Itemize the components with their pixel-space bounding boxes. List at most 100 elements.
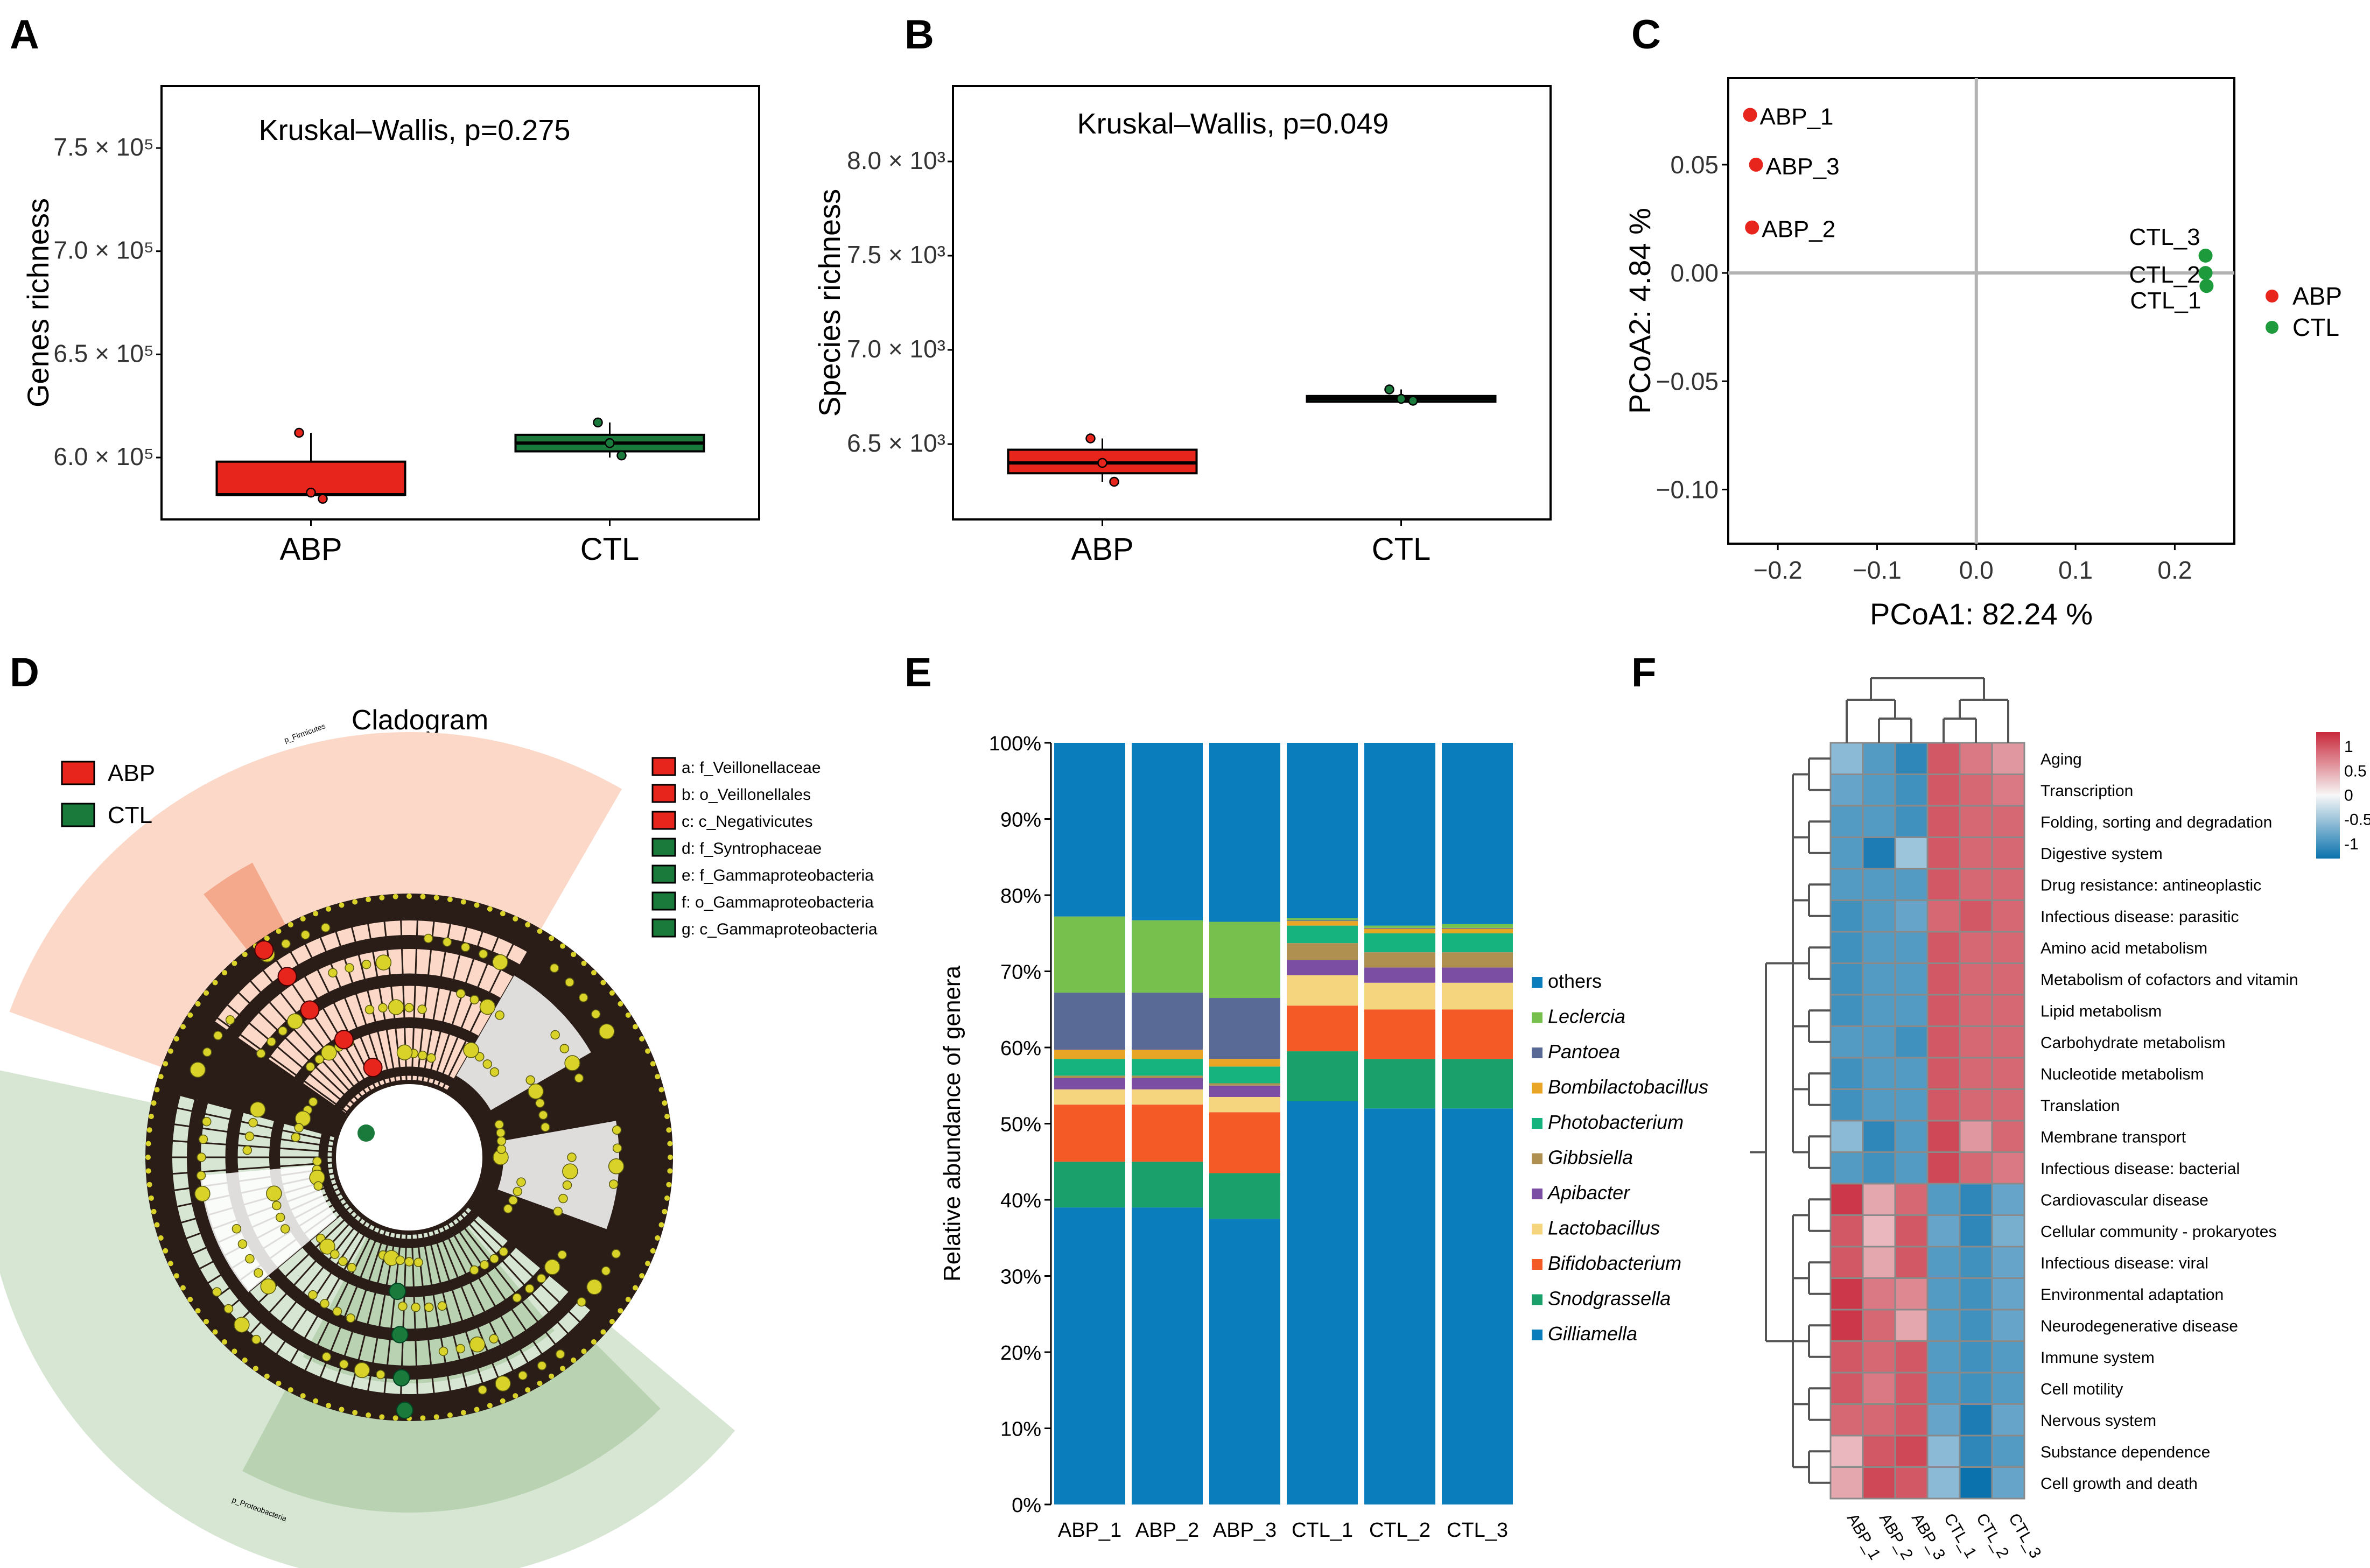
row-label: Transcription (2041, 782, 2133, 800)
leaf-node (618, 1001, 623, 1007)
heatmap-cell (1926, 1120, 1961, 1153)
heatmap-cell (1862, 962, 1896, 996)
heatmap-cell (1959, 1435, 1993, 1468)
leaf-node (148, 1114, 154, 1120)
row-label: Cell motility (2041, 1380, 2123, 1398)
heatmap-cell (1991, 805, 2025, 838)
tree-node (202, 1116, 212, 1127)
tree-node (535, 1098, 545, 1108)
heatmap-cell (1959, 805, 1993, 838)
tree-node (567, 1152, 577, 1162)
tree-node (591, 1009, 601, 1019)
bar-segment-lactobacillus (1054, 1089, 1125, 1105)
leaf-node (300, 916, 306, 922)
heatmap-cell (1959, 1088, 1993, 1122)
x-tick-label: ABP (279, 532, 342, 567)
tree-node (330, 1249, 340, 1259)
heatmap-cell (1991, 1025, 2025, 1059)
leaf-node (537, 1381, 543, 1387)
heatmap-cell (1991, 1372, 2025, 1405)
legend-label: CTL (108, 802, 152, 828)
leaf-node (167, 1261, 173, 1267)
bar-segment-leclercia (1054, 916, 1125, 993)
leaf-node (513, 1393, 518, 1399)
leaf-node (537, 928, 543, 934)
leaf-node (581, 960, 587, 966)
heatmap-cell (1894, 1435, 1929, 1468)
tree-branch (297, 929, 377, 1090)
leaf-node (151, 1100, 157, 1106)
bar-segment-snodgrassella (1442, 1059, 1513, 1109)
tree-branch (480, 1070, 648, 1133)
key-label: c: c_Negativicutes (682, 813, 812, 831)
y-tick-label: 8.0 × 10³ (847, 146, 945, 174)
leaf-node (379, 895, 385, 901)
heatmap-cell (1959, 1340, 1993, 1374)
bar-segment-others (1364, 743, 1435, 926)
key-swatch (651, 864, 676, 884)
tree-node (395, 1255, 405, 1265)
leaf-node (460, 1410, 466, 1416)
tree-node (339, 1359, 349, 1369)
x-tick-label: ABP_1 (1058, 1519, 1121, 1542)
leaf-node (645, 1048, 651, 1054)
x-tick-label: CTL_2 (1369, 1519, 1431, 1542)
key-label: a: f_Veillonellaceae (682, 759, 821, 777)
leaf-node (222, 1339, 228, 1345)
y-axis-title: Species richness (812, 189, 846, 417)
heatmap-cell (1926, 1403, 1961, 1437)
leaf-node (625, 1012, 631, 1018)
bar-segment-bifidobacterium (1442, 1009, 1513, 1059)
legend-label: Pantoea (1548, 1040, 1620, 1063)
bar-segment-pantoea (1209, 998, 1280, 1059)
leaf-node (525, 1387, 531, 1393)
row-label: Carbohydrate metabolism (2041, 1034, 2226, 1052)
color-scale-bar (2316, 732, 2340, 859)
bar-segment-apibacter (1209, 1085, 1280, 1097)
leaf-node (180, 1285, 186, 1291)
data-point (318, 494, 328, 504)
tree-node (338, 1256, 348, 1266)
bar-segment-photobacterium (1209, 1066, 1280, 1084)
leaf-node (392, 1415, 398, 1421)
heatmap-cell (1959, 1309, 1993, 1342)
tree-branch (253, 1216, 363, 1358)
tree-node (496, 1144, 507, 1154)
heatmap-cell (1829, 805, 1864, 838)
ctl-node (396, 1401, 413, 1419)
heatmap-cell (1959, 868, 1993, 901)
tree-node (202, 1047, 212, 1057)
leaf-node (609, 1319, 615, 1325)
point-ctl-2 (2198, 266, 2213, 280)
leaf-node (187, 1297, 193, 1303)
legend-label: Lactobacillus (1548, 1217, 1660, 1239)
leaf-node (664, 1114, 670, 1120)
row-label: Amino acid metabolism (2041, 939, 2207, 957)
abp-node (277, 967, 297, 987)
tree-branch (178, 1053, 341, 1128)
tree-branch (478, 1187, 641, 1261)
leaf-node (600, 980, 606, 986)
x-tick-label: CTL (580, 532, 640, 567)
bar-segment-gilliamella (1054, 1207, 1125, 1504)
leaf-node (145, 1141, 151, 1147)
y-tick-label: 30% (1000, 1266, 1041, 1289)
leaf-node (549, 936, 555, 941)
legend-swatch (1532, 1153, 1542, 1164)
y-tick-label: 0.00 (1670, 259, 1719, 287)
tree-branch (459, 1213, 579, 1346)
key-label: g: c_Gammaproteobacteria (682, 920, 878, 938)
tree-branch (481, 1087, 653, 1137)
tree-node (499, 1247, 509, 1257)
tree-node (213, 1031, 223, 1040)
heatmap-cell (1862, 1246, 1896, 1279)
bar-segment-gilliamella (1442, 1108, 1513, 1504)
leaf-node (187, 1012, 193, 1018)
heatmap-cell (1991, 742, 2025, 775)
heatmap-cell (1829, 1277, 1864, 1311)
panel-b-boxplot: 6.5 × 10³ 7.0 × 10³ 7.5 × 10³ 8.0 × 10³ Krus… (812, 85, 1552, 567)
abp-node (300, 1000, 320, 1020)
clade-firmicutes-background (9, 732, 622, 1067)
heatmap-cell (1829, 836, 1864, 870)
tree-node (525, 1075, 535, 1085)
